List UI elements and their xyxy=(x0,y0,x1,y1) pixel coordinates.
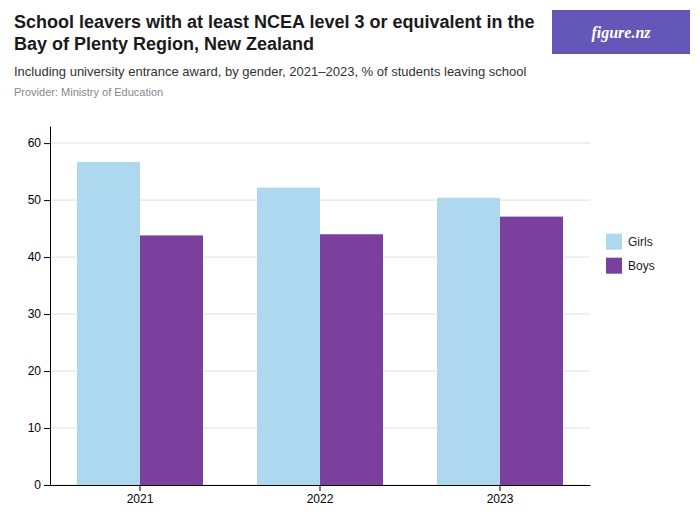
legend-label: Girls xyxy=(628,235,653,249)
legend: Girls Boys xyxy=(606,234,655,274)
logo-text: figure.nz xyxy=(591,24,651,42)
y-tick: 0 xyxy=(34,478,50,492)
bar xyxy=(77,162,140,485)
title-line: Bay of Plenty Region, New Zealand xyxy=(14,34,314,54)
x-tick: 2021 xyxy=(127,485,154,506)
title: School leavers with at least NCEA level … xyxy=(14,12,535,54)
title-line: School leavers with at least NCEA level … xyxy=(14,12,535,32)
bar-series xyxy=(77,162,500,485)
y-tick-mark xyxy=(44,200,50,201)
x-axis: 2021 2022 2023 xyxy=(51,485,591,506)
x-tick: 2023 xyxy=(487,485,514,506)
y-tick: 30 xyxy=(28,307,50,321)
y-axis-line xyxy=(50,127,51,486)
bar xyxy=(140,235,203,485)
grid xyxy=(50,143,590,485)
y-tick-label: 60 xyxy=(28,136,42,150)
y-tick-label: 20 xyxy=(28,364,42,378)
logo-background xyxy=(552,10,690,54)
y-tick-mark xyxy=(44,371,50,372)
subtitle: Including university entrance award, by … xyxy=(14,64,527,79)
x-tick-mark xyxy=(140,485,141,491)
y-tick-label: 10 xyxy=(28,421,42,435)
x-tick: 2022 xyxy=(307,485,334,506)
y-tick-label: 50 xyxy=(28,193,42,207)
legend-item: Boys xyxy=(606,258,655,274)
legend-label: Boys xyxy=(628,259,655,273)
bars xyxy=(77,162,563,485)
legend-swatch xyxy=(606,258,622,274)
y-tick-mark xyxy=(44,143,50,144)
y-tick: 50 xyxy=(28,193,50,207)
x-tick-label: 2022 xyxy=(307,492,334,506)
y-tick-label: 40 xyxy=(28,250,42,264)
bar-series xyxy=(140,217,563,485)
plot: 0 10 20 30 40 50 60 2021 2022 2023 xyxy=(28,127,591,506)
bar xyxy=(500,217,563,485)
y-tick: 20 xyxy=(28,364,50,378)
y-tick: 60 xyxy=(28,136,50,150)
y-axis: 0 10 20 30 40 50 60 xyxy=(28,127,51,493)
y-tick: 10 xyxy=(28,421,50,435)
bar xyxy=(257,188,320,485)
y-tick: 40 xyxy=(28,250,50,264)
logo: figure.nz xyxy=(552,10,690,54)
y-tick-mark xyxy=(44,314,50,315)
y-tick-mark xyxy=(44,485,50,486)
x-tick-label: 2021 xyxy=(127,492,154,506)
grid-line xyxy=(50,143,590,144)
y-tick-mark xyxy=(44,428,50,429)
bar xyxy=(320,234,383,485)
x-tick-mark xyxy=(500,485,501,491)
y-tick-label: 30 xyxy=(28,307,42,321)
bar xyxy=(437,198,500,485)
y-tick-mark xyxy=(44,257,50,258)
y-tick-label: 0 xyxy=(34,478,41,492)
legend-item: Girls xyxy=(606,234,653,250)
legend-swatch xyxy=(606,234,622,250)
chart: figure.nz School leavers with at least NC… xyxy=(0,0,700,525)
x-tick-mark xyxy=(320,485,321,491)
provider: Provider: Ministry of Education xyxy=(14,86,163,98)
x-tick-label: 2023 xyxy=(487,492,514,506)
